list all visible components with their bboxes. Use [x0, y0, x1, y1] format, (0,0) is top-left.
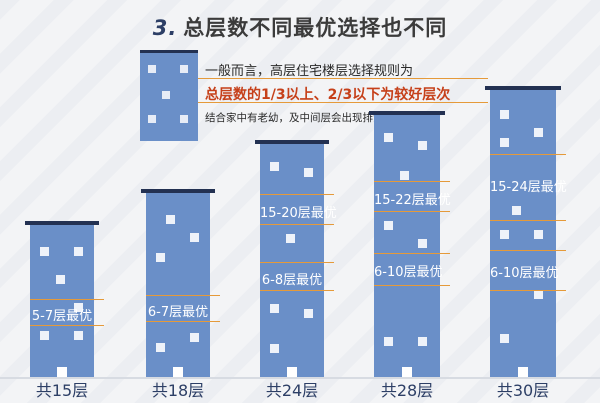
building-label: 共30层 [496, 381, 550, 400]
page-title: 3. 总层数不同最优选择也不同 [0, 12, 600, 42]
optimal-band-label: 6-7层最优 [147, 305, 209, 320]
band-bottom-line [490, 220, 566, 221]
door [57, 367, 67, 377]
band-bottom-line [146, 321, 220, 322]
note-rule-intro: 一般而言，高层住宅楼层选择规则为 [205, 64, 414, 79]
title-text: 总层数不同最优选择也不同 [183, 16, 448, 40]
band-bottom-line [374, 211, 450, 212]
building-label: 共24层 [265, 381, 319, 400]
band-top-line [374, 253, 450, 254]
building-24-floors: 15-20层最优 6-8层最优 [255, 140, 337, 377]
band-bottom-line [30, 325, 104, 326]
band-bottom-line [260, 224, 334, 225]
roof [141, 189, 215, 193]
building-18-floors: 6-7层最优 [141, 189, 220, 377]
band-top-line [490, 154, 566, 155]
note-divider-2 [198, 102, 488, 103]
roof [485, 86, 561, 90]
building-30-floors: 15-24层最优 6-10层最优 [485, 86, 567, 377]
note-divider-1 [198, 78, 488, 79]
roof [25, 221, 99, 225]
ground-line [0, 377, 600, 379]
door [287, 367, 297, 377]
band-top-line [374, 181, 450, 182]
roof [255, 140, 329, 144]
building-28-floors: 15-22层最优 6-10层最优 [369, 111, 451, 377]
band-top-line [260, 262, 334, 263]
door [173, 367, 183, 377]
optimal-band-label: 6-10层最优 [374, 265, 443, 280]
band-top-line [30, 299, 104, 300]
optimal-band-label: 6-10层最优 [490, 266, 559, 281]
legend-building-icon [140, 50, 198, 141]
band-bottom-line [490, 290, 566, 291]
band-bottom-line [260, 290, 334, 291]
roof [369, 111, 445, 115]
band-bottom-line [374, 285, 450, 286]
optimal-band-label: 6-8层最优 [261, 273, 323, 288]
building-label: 共28层 [380, 381, 434, 400]
optimal-band-label: 15-22层最优 [374, 193, 451, 208]
door [518, 367, 528, 377]
title-number: 3. [152, 16, 178, 40]
building-label: 共15层 [35, 381, 89, 400]
band-top-line [146, 295, 220, 296]
building-15-floors: 5-7层最优 [25, 221, 104, 377]
door [402, 367, 412, 377]
band-top-line [260, 194, 334, 195]
note-rule-highlight: 总层数的1/3以上、2/3以下为较好层次 [205, 87, 451, 103]
band-top-line [490, 250, 566, 251]
optimal-band-label: 15-20层最优 [260, 206, 337, 221]
optimal-band-label: 5-7层最优 [31, 309, 93, 324]
building-label: 共18层 [151, 381, 205, 400]
optimal-band-label: 15-24层最优 [490, 180, 567, 195]
